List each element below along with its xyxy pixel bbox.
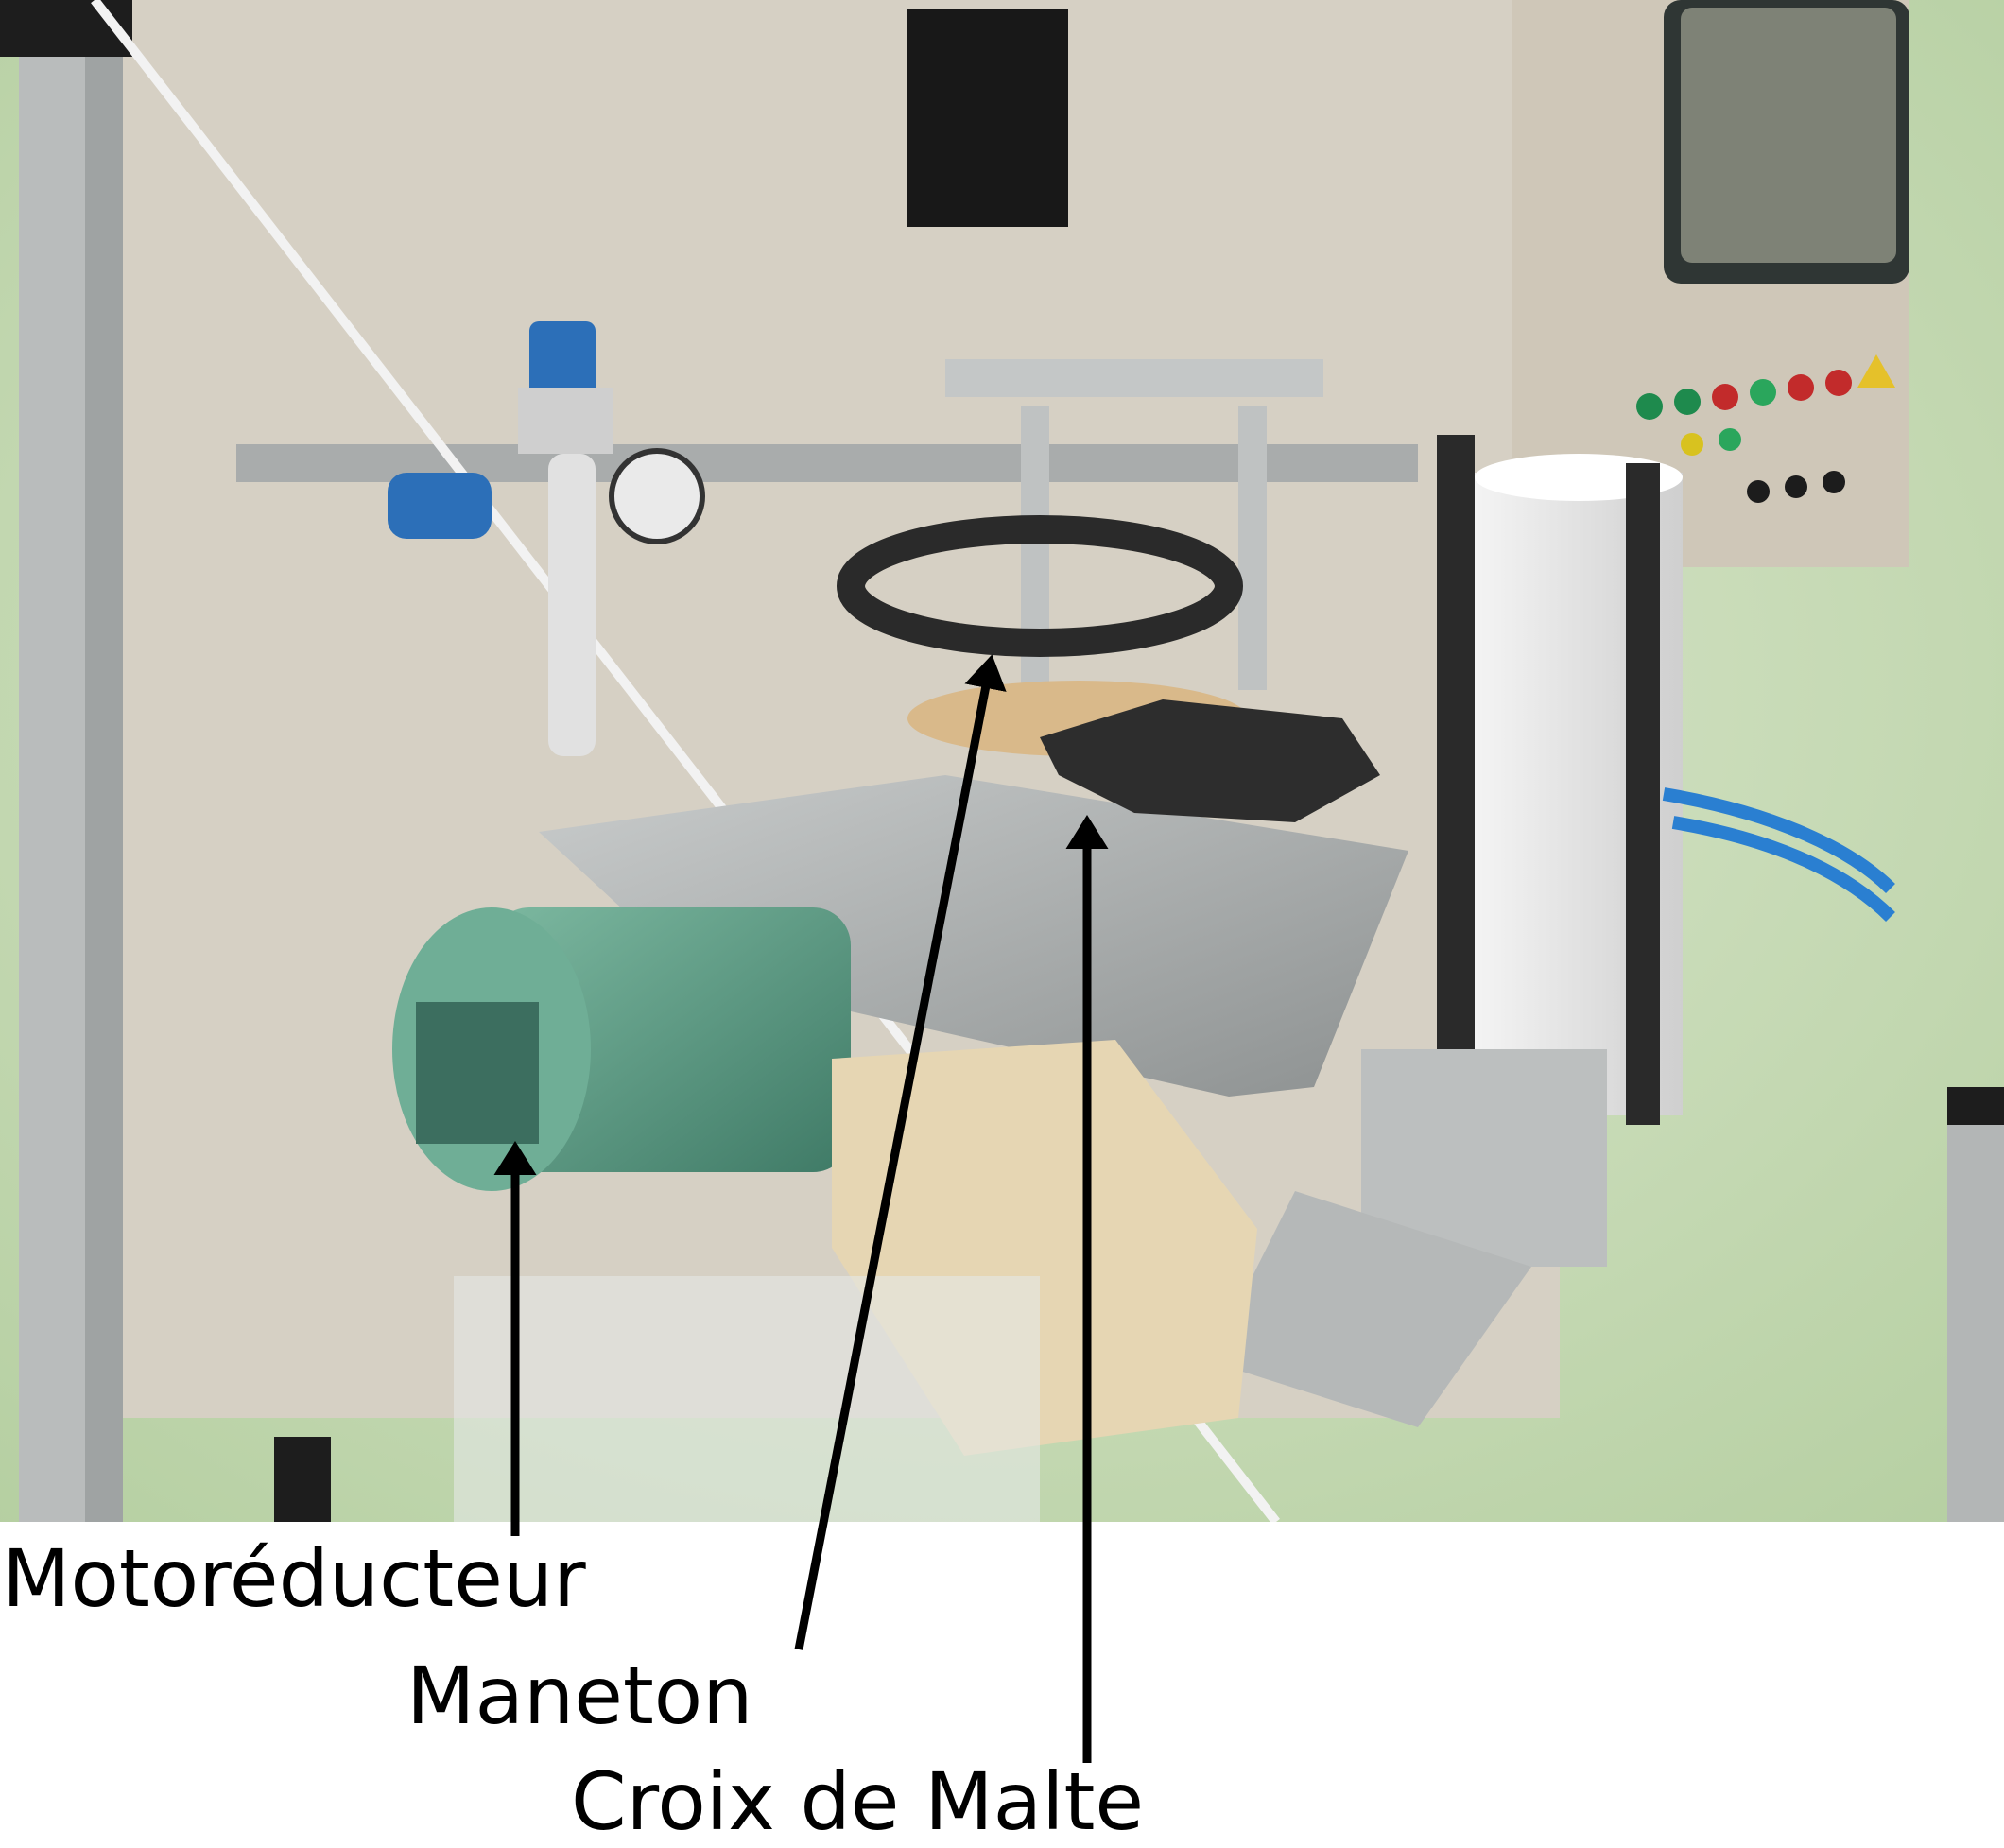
machine-photo bbox=[0, 0, 2004, 1522]
maneton-label: Maneton bbox=[406, 1649, 753, 1742]
motoreducteur-label: Motoréducteur bbox=[2, 1532, 586, 1625]
croix-de-malte-label: Croix de Malte bbox=[571, 1755, 1145, 1848]
